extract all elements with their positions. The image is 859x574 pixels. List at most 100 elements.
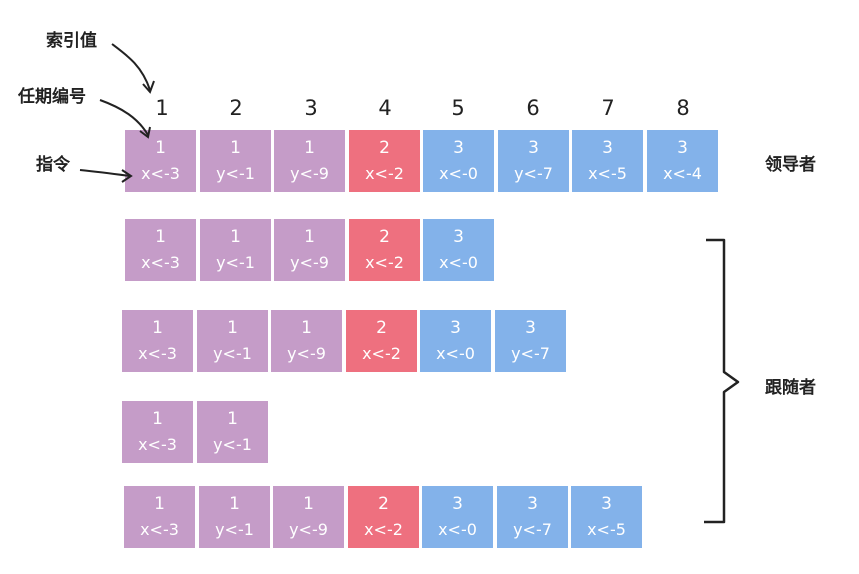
- log-entry-term: 1: [154, 494, 165, 514]
- log-entry-command: y<-9: [287, 344, 326, 363]
- leader-label: 领导者: [765, 155, 816, 175]
- index-number: 6: [526, 96, 540, 120]
- command-label: 指令: [36, 155, 70, 175]
- log-entry-command: y<-7: [511, 344, 550, 363]
- log-entry: 1 y<-1: [200, 219, 273, 281]
- log-entry-term: 1: [304, 138, 315, 158]
- log-entry: 3 x<-0: [423, 219, 496, 281]
- log-entry-command: x<-2: [362, 344, 401, 363]
- log-entry-term: 2: [379, 227, 390, 247]
- log-entry-term: 3: [453, 227, 464, 247]
- log-entry-term: 3: [602, 138, 613, 158]
- index-number: 8: [676, 96, 690, 120]
- log-entry-command: x<-3: [138, 435, 177, 454]
- log-entry-term: 3: [450, 318, 461, 338]
- log-entry: 1 y<-1: [197, 401, 270, 463]
- log-entry-term: 3: [527, 494, 538, 514]
- log-entry-term: 3: [452, 494, 463, 514]
- log-entry-term: 1: [152, 318, 163, 338]
- index-number: 5: [451, 96, 465, 120]
- log-entry-term: 3: [528, 138, 539, 158]
- log-entry-term: 1: [301, 318, 312, 338]
- log-entry-command: x<-2: [364, 520, 403, 539]
- log-entry: 2 x<-2: [349, 219, 422, 281]
- log-entry-command: x<-5: [588, 164, 627, 183]
- log-entry: 2 x<-2: [346, 310, 419, 372]
- log-entry-command: x<-3: [141, 164, 180, 183]
- log-entry-command: y<-9: [290, 253, 329, 272]
- log-entry: 1 x<-3: [124, 486, 197, 548]
- log-entry-term: 3: [601, 494, 612, 514]
- log-entry-command: x<-0: [438, 520, 477, 539]
- log-entry-term: 1: [230, 138, 241, 158]
- log-entry-command: y<-7: [513, 520, 552, 539]
- log-entry: 3 x<-5: [572, 130, 645, 192]
- log-entry-command: y<-1: [213, 344, 252, 363]
- log-entry: 1 y<-9: [273, 486, 346, 548]
- log-entry-command: x<-0: [439, 164, 478, 183]
- command-arrow-icon: [79, 169, 131, 177]
- term-number-label: 任期编号: [18, 87, 86, 107]
- log-entry: 1 y<-9: [271, 310, 344, 372]
- log-entry: 3 x<-5: [571, 486, 644, 548]
- log-entry: 1 y<-9: [274, 219, 347, 281]
- log-entry: 3 x<-0: [420, 310, 493, 372]
- log-entry-term: 3: [525, 318, 536, 338]
- log-entry: 1 x<-3: [125, 130, 198, 192]
- log-entry-command: y<-9: [290, 164, 329, 183]
- log-entry-term: 1: [227, 318, 238, 338]
- log-entry: 1 x<-3: [125, 219, 198, 281]
- log-entry: 1 y<-1: [200, 130, 273, 192]
- log-entry: 2 x<-2: [349, 130, 422, 192]
- log-entry-command: x<-3: [140, 520, 179, 539]
- log-entry: 3 x<-0: [423, 130, 496, 192]
- log-entry-command: x<-4: [663, 164, 702, 183]
- log-entry: 3 y<-7: [498, 130, 571, 192]
- log-entry-term: 3: [453, 138, 464, 158]
- follower-label: 跟随者: [765, 378, 816, 398]
- log-entry-command: x<-3: [141, 253, 180, 272]
- log-entry-term: 1: [152, 409, 163, 429]
- log-entry: 2 x<-2: [348, 486, 421, 548]
- log-entry-command: x<-3: [138, 344, 177, 363]
- log-entry: 1 x<-3: [122, 310, 195, 372]
- log-entry-command: y<-9: [289, 520, 328, 539]
- log-entry-command: x<-2: [365, 164, 404, 183]
- log-entry-term: 1: [229, 494, 240, 514]
- log-entry-command: y<-1: [213, 435, 252, 454]
- follower-bracket-icon: [704, 238, 740, 524]
- log-entry-term: 1: [227, 409, 238, 429]
- log-entry-term: 1: [155, 227, 166, 247]
- log-entry: 1 y<-1: [197, 310, 270, 372]
- index-number: 3: [304, 96, 318, 120]
- log-entry: 1 y<-9: [274, 130, 347, 192]
- log-entry-term: 3: [677, 138, 688, 158]
- log-entry-term: 1: [155, 138, 166, 158]
- log-entry-term: 1: [230, 227, 241, 247]
- log-entry: 1 x<-3: [122, 401, 195, 463]
- log-entry-command: x<-0: [436, 344, 475, 363]
- log-entry-command: y<-1: [216, 253, 255, 272]
- log-entry: 3 y<-7: [497, 486, 570, 548]
- index-number: 7: [601, 96, 615, 120]
- log-entry-command: x<-5: [587, 520, 626, 539]
- index-value-label: 索引值: [46, 31, 97, 51]
- index-number: 4: [378, 96, 392, 120]
- log-entry-command: y<-1: [215, 520, 254, 539]
- term-arrow-icon: [99, 99, 149, 136]
- log-entry-term: 1: [303, 494, 314, 514]
- log-entry: 3 y<-7: [495, 310, 568, 372]
- log-entry-term: 1: [304, 227, 315, 247]
- log-entry-term: 2: [378, 494, 389, 514]
- log-entry-command: y<-1: [216, 164, 255, 183]
- log-entry-command: x<-2: [365, 253, 404, 272]
- log-entry: 1 y<-1: [199, 486, 272, 548]
- log-entry-term: 2: [379, 138, 390, 158]
- index-number: 1: [155, 96, 169, 120]
- log-entry: 3 x<-4: [647, 130, 720, 192]
- log-entry-command: x<-0: [439, 253, 478, 272]
- log-entry: 3 x<-0: [422, 486, 495, 548]
- log-entry-term: 2: [376, 318, 387, 338]
- index-number: 2: [229, 96, 243, 120]
